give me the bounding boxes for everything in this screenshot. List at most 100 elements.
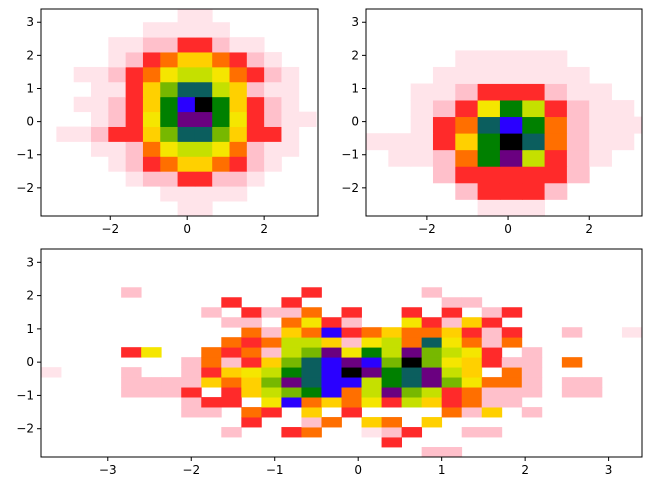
heatmap-cell (410, 133, 434, 151)
heatmap-cell (589, 149, 612, 167)
heatmap-cell (441, 337, 463, 348)
heatmap-cell (341, 367, 362, 378)
heatmap-cell (194, 111, 213, 127)
heatmap-cell (160, 141, 178, 157)
heatmap-cell (321, 417, 342, 428)
heatmap-cell (281, 81, 300, 98)
heatmap-cell (361, 357, 382, 368)
heatmap-cell (544, 182, 568, 200)
heatmap-cell (142, 141, 161, 157)
heatmap-cell (41, 367, 62, 378)
heatmap-cell (221, 427, 242, 438)
heatmap-cell (388, 149, 412, 167)
heatmap-cell (421, 367, 443, 378)
heatmap-cell (221, 367, 242, 378)
heatmap-cell (73, 96, 92, 113)
heatmap-cell (177, 9, 196, 23)
heatmap-cell (421, 397, 443, 408)
heatmap-cell (142, 66, 161, 83)
heatmap-cell (221, 397, 242, 408)
heatmap-cell (160, 66, 178, 83)
heatmap-cell (246, 66, 265, 83)
heatmap-cell (461, 427, 483, 438)
heatmap-cell (321, 357, 342, 368)
heatmap-cell (361, 387, 382, 398)
heatmap-cell (301, 307, 322, 318)
heatmap-cell (477, 83, 501, 101)
heatmap-cell (461, 377, 483, 388)
heatmap-cell (194, 9, 213, 23)
heatmap-cell (246, 96, 265, 113)
heatmap-cell (261, 357, 282, 368)
heatmap-cell (229, 141, 248, 157)
heatmap-cell (241, 357, 262, 368)
heatmap-cell (194, 22, 213, 38)
heatmap-cell (212, 37, 230, 53)
heatmap-cell (212, 52, 230, 68)
heatmap-cell (381, 417, 402, 428)
heatmap-cell (461, 397, 483, 408)
heatmap-cell (194, 52, 213, 68)
heatmap-cell (281, 337, 302, 348)
x-tick-label: 1 (438, 463, 446, 477)
heatmap-cell (499, 116, 523, 134)
heatmap-cell (194, 126, 213, 142)
heatmap-cell (421, 357, 443, 368)
heatmap-cell (121, 347, 142, 358)
heatmap-cell (91, 96, 109, 113)
heatmap-cell (241, 337, 262, 348)
heatmap-cell (281, 387, 302, 398)
heatmap-cell (522, 149, 545, 167)
heatmap-cell (381, 377, 402, 388)
heatmap-cell (160, 37, 178, 53)
heatmap-cell (108, 66, 127, 83)
heatmap-cell (142, 81, 161, 98)
heatmap-cell (341, 347, 362, 358)
heatmap-cell (481, 387, 503, 398)
heatmap-cell (341, 407, 362, 418)
heatmap-cell (261, 367, 282, 378)
heatmap-cell (177, 66, 196, 83)
heatmap-cell (499, 83, 523, 101)
heatmap-cell (611, 116, 635, 134)
heatmap-cells (366, 50, 642, 216)
heatmap-cell (611, 133, 635, 151)
heatmap-cell (581, 387, 603, 398)
heatmap-cell (481, 377, 503, 388)
heatmap-cell (281, 357, 302, 368)
heatmap-cell (229, 186, 248, 202)
heatmap-cell (477, 50, 501, 68)
heatmap-cell (201, 377, 222, 388)
y-tick-label: −2 (16, 181, 34, 195)
y-tick-label: 0 (26, 115, 34, 129)
heatmap-cell (160, 171, 178, 187)
heatmap-cell (281, 96, 300, 113)
heatmap-cell (321, 377, 342, 388)
x-tick-label: −2 (101, 222, 119, 236)
heatmap-cell (181, 397, 202, 408)
heatmap-cell (246, 126, 265, 142)
heatmap-cell (229, 52, 248, 68)
heatmap-cell (142, 37, 161, 53)
heatmap-cell (401, 337, 423, 348)
heatmap-cell (125, 37, 144, 53)
heatmap-cell (421, 417, 443, 428)
heatmap-cell (421, 317, 443, 328)
heatmap-cell (501, 397, 523, 408)
x-tick-label: 0 (354, 463, 362, 477)
heatmap-cell (566, 133, 590, 151)
heatmap-cell (501, 337, 523, 348)
heatmap-cell (194, 171, 213, 187)
x-tick-label: −2 (418, 222, 436, 236)
heatmap-cell (177, 111, 196, 127)
heatmap-cell (477, 116, 501, 134)
heatmap-cell (125, 66, 144, 83)
x-tick-label: 2 (521, 463, 529, 477)
heatmap-cell (455, 50, 479, 68)
heatmap-cell (246, 37, 265, 53)
heatmap-cell (160, 52, 178, 68)
heatmap-cell (441, 347, 463, 358)
heatmap-cell (264, 52, 282, 68)
heatmap-cell (108, 156, 127, 172)
x-tick-label: 0 (183, 222, 191, 236)
